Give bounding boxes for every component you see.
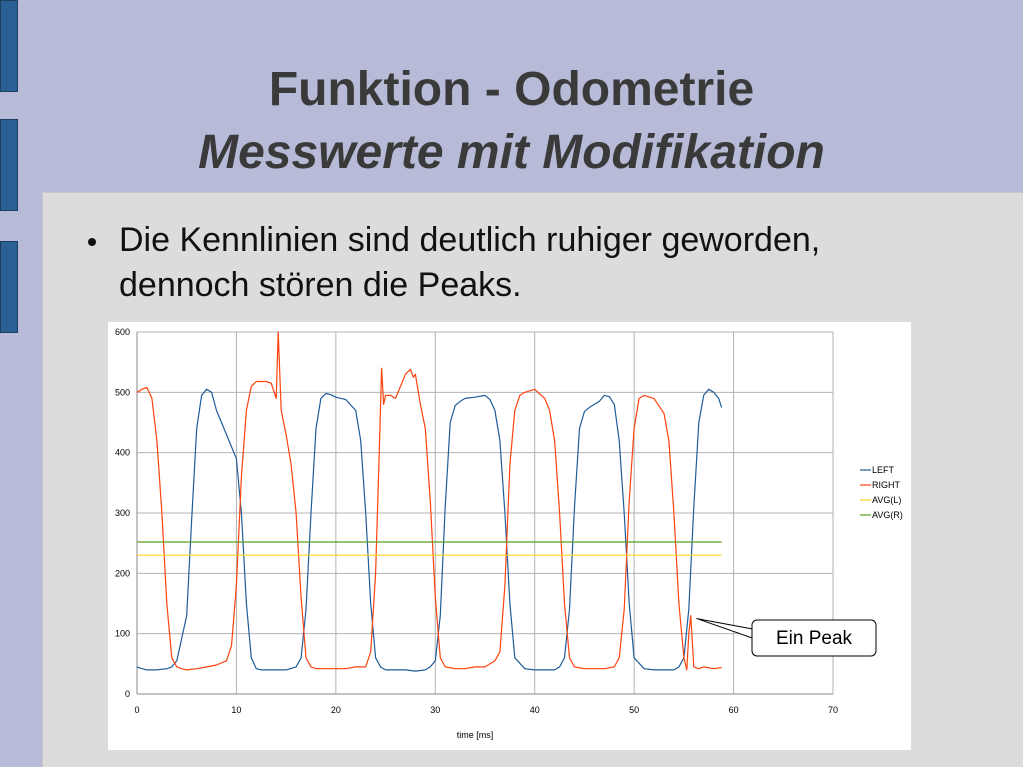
bullet-icon — [88, 232, 98, 246]
y-tick-label: 200 — [115, 568, 130, 578]
series-line-right — [136, 331, 722, 671]
title-block: Funktion - Odometrie Messwerte mit Modif… — [0, 58, 1023, 184]
x-tick-label: 60 — [729, 705, 739, 715]
slide-title: Funktion - Odometrie — [268, 63, 755, 116]
y-tick-label: 300 — [115, 508, 130, 518]
slide-tab-3 — [0, 241, 18, 333]
x-tick-label: 20 — [331, 705, 341, 715]
x-tick-label: 50 — [629, 705, 639, 715]
legend-label: LEFT — [872, 465, 895, 475]
x-axis-label: time [ms] — [457, 730, 494, 740]
y-tick-label: 600 — [115, 327, 130, 337]
legend-label: RIGHT — [872, 480, 901, 490]
series-line-left — [136, 388, 723, 672]
callout-pointer — [696, 618, 759, 641]
slide-tab-2 — [0, 119, 18, 211]
chart-svg: 0 10 20 30 40 50 60 70 0 100 200 300 400 500 600 time [… — [115, 327, 903, 740]
x-tick-label: 70 — [828, 705, 838, 715]
legend-label: AVG(L) — [872, 495, 901, 505]
x-tick-label: 30 — [430, 705, 440, 715]
y-tick-label: 500 — [115, 387, 130, 397]
y-tick-label: 100 — [115, 629, 130, 639]
x-tick-label: 0 — [134, 705, 139, 715]
legend-label: AVG(R) — [872, 510, 903, 520]
bullet-text: Die Kennlinien sind deutlich ruhiger gew… — [119, 221, 821, 304]
callout-joint — [753, 629, 761, 641]
x-tick-label: 40 — [530, 705, 540, 715]
y-tick-label: 0 — [125, 689, 130, 699]
y-tick-label: 400 — [115, 448, 130, 458]
x-tick-label: 10 — [231, 705, 241, 715]
callout-box — [751, 619, 877, 657]
chart-container: 0 10 20 30 40 50 60 70 0 100 200 300 400 500 600 time [… — [108, 322, 911, 750]
slide-subtitle: Messwerte mit Modifikation — [198, 126, 825, 179]
slide-tab-1 — [0, 0, 18, 92]
callout-text: Ein Peak — [776, 628, 853, 649]
